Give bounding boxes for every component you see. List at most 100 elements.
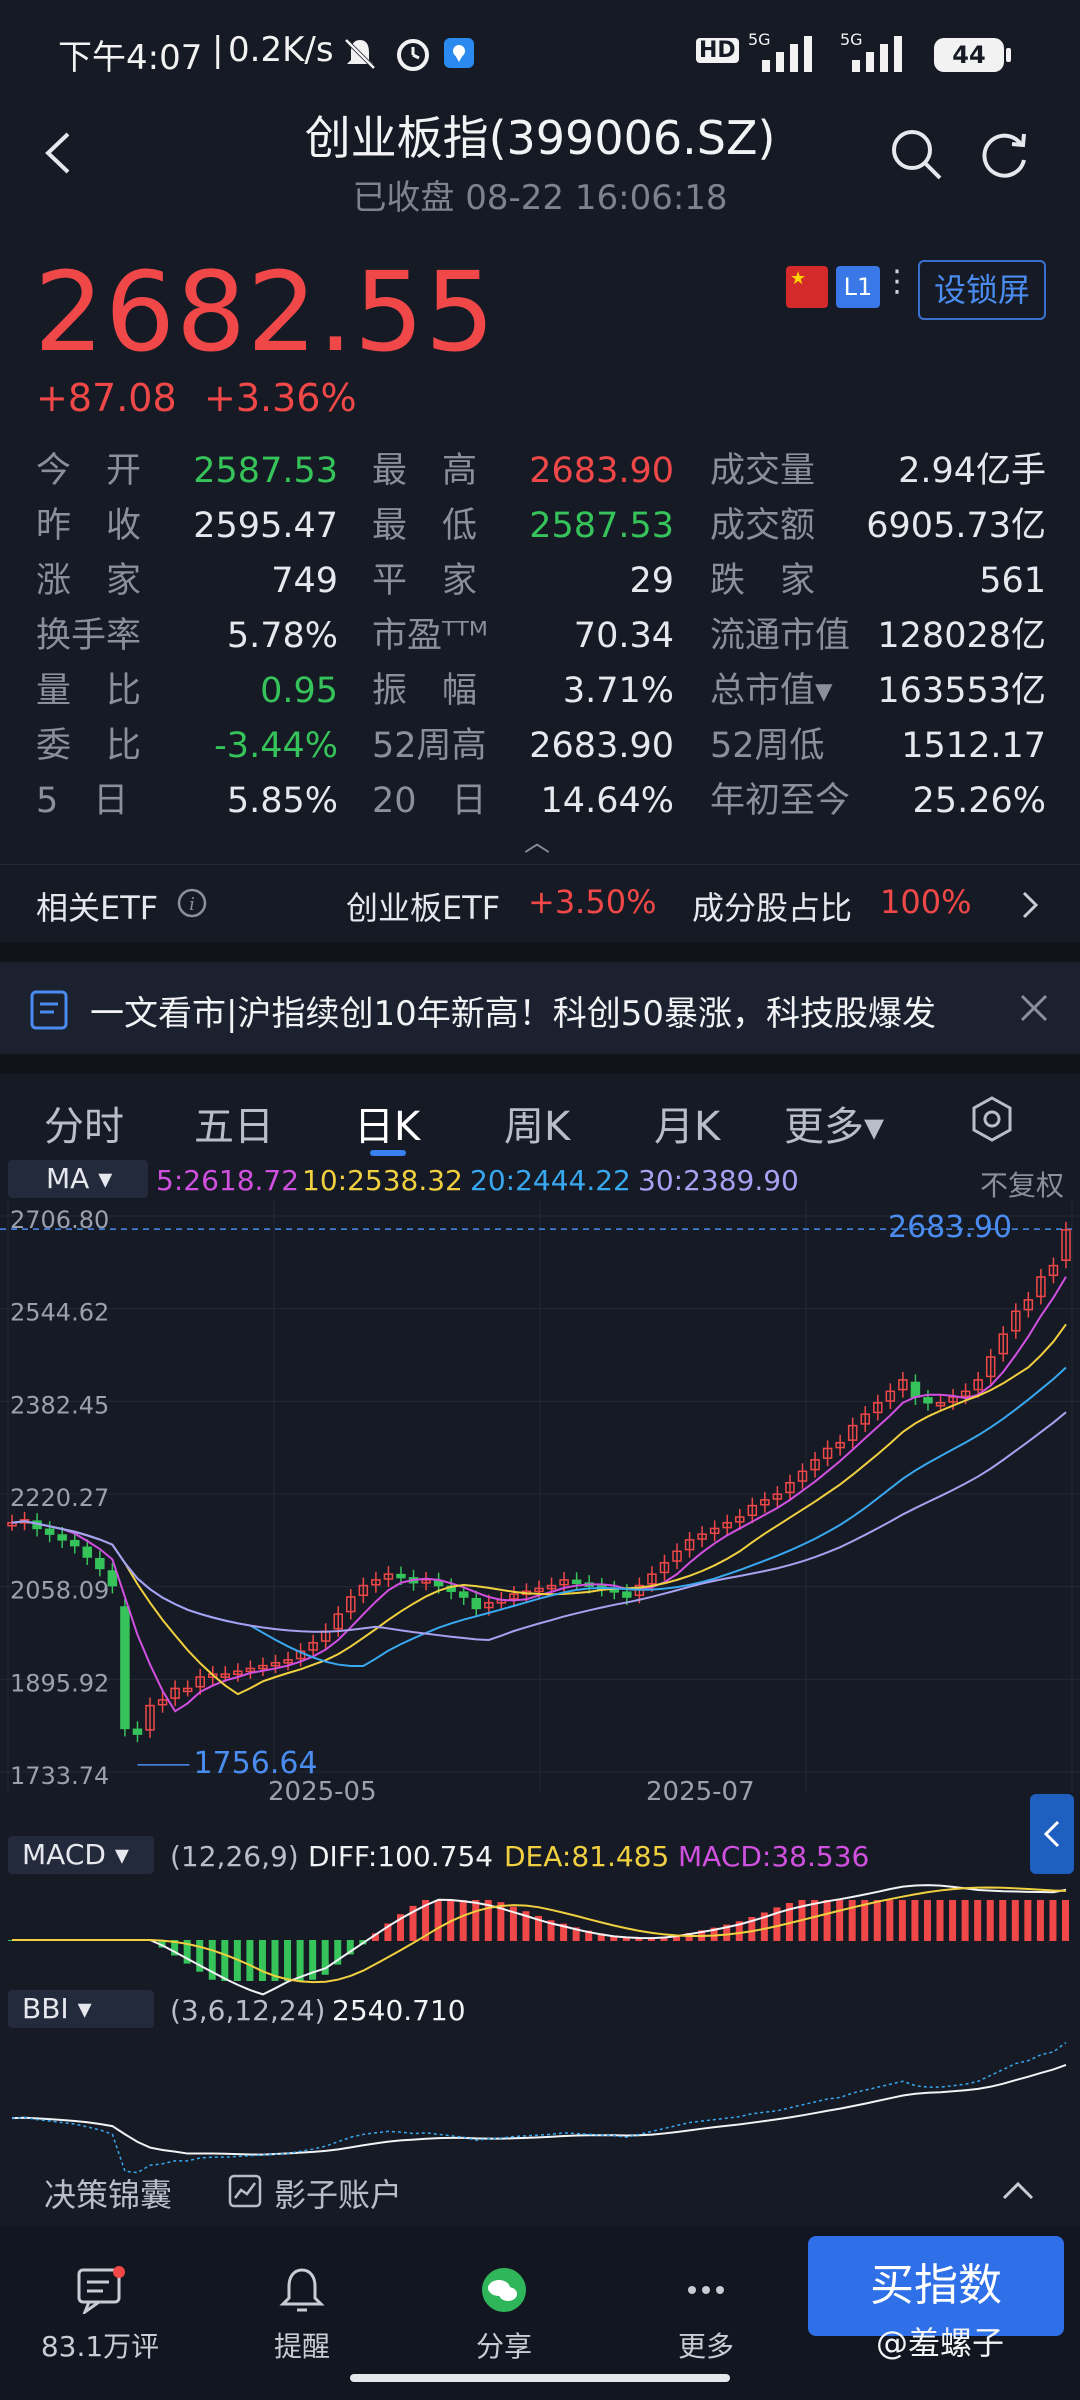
more-button[interactable]: 更多	[636, 2266, 776, 2365]
ma-line	[11, 1366, 1067, 1668]
network-5g-2: 5G	[840, 30, 863, 49]
macd-bar	[773, 1907, 781, 1941]
candle-body	[1061, 1229, 1071, 1261]
candle-body	[910, 1381, 921, 1398]
adjust-mode[interactable]: 不复权	[980, 1169, 1065, 1202]
etf-label: 相关ETF	[36, 889, 159, 927]
stat-label: 量 比	[36, 671, 142, 711]
etf-name: 创业板ETF	[346, 889, 501, 927]
alert-button[interactable]: 提醒	[232, 2266, 372, 2365]
candlestick-chart[interactable]: 2706.802544.622382.452220.272058.091895.…	[0, 1200, 1080, 2200]
stat-value: 1512.17	[901, 726, 1046, 766]
tab-intraday[interactable]: 分时	[44, 1104, 124, 1150]
bbi-line	[11, 2064, 1067, 2156]
macd-bar	[911, 1900, 919, 1941]
candle-body	[822, 1447, 833, 1459]
candle-body	[948, 1396, 958, 1403]
candle-body	[220, 1673, 231, 1678]
macd-bar	[535, 1915, 542, 1941]
hd-badge: HD	[696, 38, 739, 63]
candle-body	[95, 1557, 105, 1570]
macd-bar	[158, 1940, 166, 1948]
candle-body	[546, 1584, 557, 1590]
macd-bar	[560, 1923, 568, 1941]
tab-daily-k[interactable]: 日K	[354, 1104, 421, 1150]
decision-kit-link[interactable]: 决策锦囊	[44, 2176, 173, 2214]
macd-bar	[811, 1900, 819, 1941]
shadow-account-link[interactable]: 影子账户	[274, 2176, 403, 2214]
macd-bar	[622, 1936, 630, 1941]
price-change-percent: +3.36%	[204, 376, 357, 420]
macd-bar	[8, 1940, 15, 1941]
settings-icon[interactable]	[970, 1094, 1014, 1144]
candle-body	[195, 1676, 205, 1688]
news-headline: 一文看市|沪指续创10年新高！科创50暴涨，科技股爆发	[90, 994, 936, 1034]
stat-label: 昨 收	[36, 506, 142, 546]
chevron-up-icon[interactable]	[1000, 2178, 1036, 2202]
candle-body	[120, 1606, 130, 1730]
stat-label: 跌 家	[710, 561, 816, 601]
stat-value: -3.44%	[214, 726, 338, 766]
candle-body	[760, 1499, 770, 1506]
set-lockscreen-button[interactable]: 设锁屏	[918, 260, 1046, 320]
macd-bar	[647, 1937, 655, 1941]
macd-bar	[422, 1900, 430, 1941]
tab-weekly-k[interactable]: 周K	[504, 1104, 571, 1150]
news-banner[interactable]: 一文看市|沪指续创10年新高！科创50暴涨，科技股爆发	[0, 962, 1080, 1054]
tab-more[interactable]: 更多▾	[784, 1104, 885, 1150]
macd-bar	[208, 1940, 216, 1980]
candle-body	[810, 1459, 820, 1471]
macd-bar	[522, 1911, 530, 1941]
ma-selector[interactable]: MA ▾	[8, 1160, 148, 1198]
collapse-icon[interactable]: ︿	[524, 828, 551, 858]
macd-bar	[949, 1900, 957, 1941]
chevron-right-icon[interactable]	[1020, 889, 1040, 921]
candle-body	[458, 1591, 469, 1598]
stat-value: 29	[629, 561, 674, 601]
candle-body	[157, 1699, 168, 1706]
search-icon[interactable]	[888, 126, 944, 182]
macd-bar	[572, 1927, 580, 1941]
macd-bar	[1036, 1900, 1044, 1941]
macd-dea-line	[12, 1886, 1067, 1984]
comments-button[interactable]: 83.1万评	[30, 2266, 170, 2365]
macd-value: MACD:38.536	[678, 1840, 870, 1873]
stat-value: 3.71%	[562, 671, 674, 711]
candle-body	[684, 1539, 695, 1551]
info-icon[interactable]: i	[176, 887, 208, 919]
share-button[interactable]: 分享	[434, 2266, 574, 2365]
buy-index-button[interactable]: 买指数	[808, 2236, 1064, 2336]
candle-body	[57, 1534, 67, 1541]
macd-bar	[384, 1923, 392, 1941]
bbi-selector[interactable]: BBI ▾	[8, 1990, 154, 2028]
tab-five-day[interactable]: 五日	[194, 1104, 274, 1150]
macd-bar	[509, 1906, 517, 1941]
macd-bar	[785, 1903, 793, 1941]
stat-label: 年初至今	[710, 781, 851, 821]
refresh-icon[interactable]	[976, 126, 1032, 182]
close-icon[interactable]	[1018, 992, 1050, 1024]
macd-bar	[334, 1940, 342, 1965]
stat-value: 2595.47	[193, 506, 338, 546]
macd-selector[interactable]: MACD ▾	[8, 1836, 154, 1874]
macd-bar	[974, 1900, 982, 1941]
candle-body	[145, 1704, 155, 1731]
macd-bar	[635, 1937, 643, 1941]
collapse-panel-button[interactable]	[1030, 1794, 1074, 1874]
macd-bar	[459, 1900, 467, 1941]
macd-params: (12,26,9)	[170, 1840, 299, 1873]
candle-body	[772, 1493, 783, 1500]
status-bar: 下午4:07 | 0.2K/s HD 5G 5G 44	[0, 0, 1080, 110]
home-indicator[interactable]	[350, 2374, 730, 2382]
stat-value: 70.34	[573, 616, 674, 656]
kebab-icon[interactable]: ⋮	[882, 264, 912, 299]
stat-value: 5.78%	[226, 616, 338, 656]
candle-body	[270, 1661, 281, 1667]
etf-row[interactable]: 相关ETF i 创业板ETF +3.50% 成分股占比 100%	[0, 864, 1080, 943]
tab-monthly-k[interactable]: 月K	[654, 1104, 721, 1150]
l1-badge[interactable]: L1	[836, 266, 880, 308]
candle-body	[709, 1527, 720, 1535]
macd-bar	[296, 1940, 304, 1981]
back-icon[interactable]	[40, 128, 76, 178]
stat-label: 20 日	[372, 781, 487, 821]
